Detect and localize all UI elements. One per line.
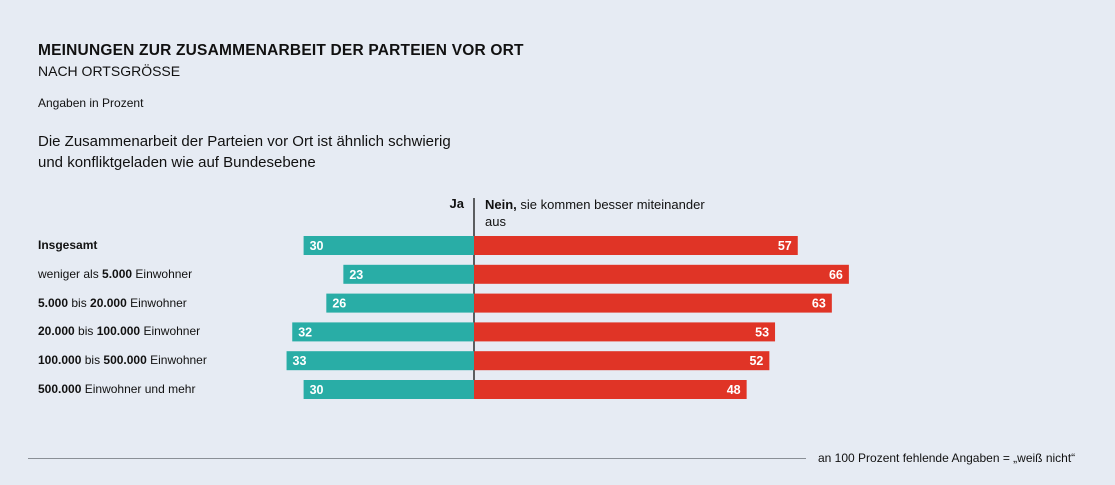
category-label-part: bis bbox=[68, 295, 91, 310]
category-label-part: 20.000 bbox=[38, 324, 75, 339]
chart-subtitle: NACH ORTSGRÖSSE bbox=[38, 63, 181, 79]
category-label: 100.000 bis 500.000 Einwohner bbox=[38, 353, 207, 367]
bar-ja bbox=[286, 351, 474, 371]
value-label-nein: 48 bbox=[727, 383, 741, 397]
category-label-part: Einwohner bbox=[132, 266, 193, 281]
value-label-ja: 32 bbox=[298, 325, 312, 339]
value-label-ja: 30 bbox=[310, 239, 324, 253]
bar-nein bbox=[474, 264, 849, 284]
value-label-ja: 30 bbox=[310, 383, 324, 397]
value-label-ja: 23 bbox=[349, 268, 363, 282]
value-label-ja: 33 bbox=[293, 354, 307, 368]
footer-divider bbox=[28, 458, 806, 459]
category-label-part: 100.000 bbox=[96, 324, 141, 339]
bar-ja bbox=[303, 380, 474, 399]
value-label-nein: 57 bbox=[778, 239, 792, 253]
category-label-part: 20.000 bbox=[90, 295, 127, 310]
category-label: 20.000 bis 100.000 Einwohner bbox=[38, 324, 200, 338]
value-label-nein: 52 bbox=[749, 354, 763, 368]
category-label-part: Einwohner bbox=[146, 353, 207, 368]
bar-nein bbox=[474, 322, 776, 342]
category-label-part: 5.000 bbox=[102, 266, 133, 281]
category-label-part: Insgesamt bbox=[38, 238, 98, 252]
category-label-part: 500.000 bbox=[103, 353, 147, 368]
category-label-part: Einwohner und mehr bbox=[81, 382, 196, 396]
category-label-part: bis bbox=[81, 353, 104, 368]
category-label-part: 5.000 bbox=[38, 295, 69, 310]
bar-nein bbox=[474, 236, 798, 255]
category-label-part: weniger als bbox=[38, 266, 103, 281]
value-label-ja: 26 bbox=[332, 297, 346, 311]
category-label: 5.000 bis 20.000 Einwohner bbox=[38, 296, 187, 310]
unit-note: Angaben in Prozent bbox=[38, 96, 144, 110]
legend-nein: Nein, sie kommen besser miteinander aus bbox=[485, 196, 705, 230]
bar-nein bbox=[474, 293, 832, 313]
category-label-part: Einwohner bbox=[126, 295, 187, 310]
legend-nein-bold: Nein, bbox=[485, 197, 517, 212]
legend-nein-rest: sie kommen besser miteinander aus bbox=[485, 197, 705, 229]
category-label-part: 100.000 bbox=[38, 353, 82, 368]
category-label-part: bis bbox=[74, 324, 97, 339]
value-label-nein: 63 bbox=[812, 297, 826, 311]
bar-ja bbox=[326, 293, 474, 313]
category-label-part: Einwohner bbox=[140, 324, 201, 339]
bar-nein bbox=[474, 351, 770, 371]
category-label: weniger als 5.000 Einwohner bbox=[38, 267, 192, 281]
footnote: an 100 Prozent fehlende Angaben = „weiß … bbox=[818, 451, 1076, 465]
bar-ja bbox=[303, 236, 474, 255]
bar-ja bbox=[292, 322, 474, 342]
bar-nein bbox=[474, 380, 747, 399]
survey-question: Die Zusammenarbeit der Parteien vor Ort … bbox=[38, 133, 451, 171]
category-label: 500.000 Einwohner und mehr bbox=[38, 382, 195, 396]
value-label-nein: 66 bbox=[829, 268, 843, 282]
value-label-nein: 53 bbox=[755, 325, 769, 339]
category-label: Insgesamt bbox=[38, 238, 97, 252]
bar-ja bbox=[343, 264, 474, 284]
category-label-part: 500.000 bbox=[38, 382, 82, 396]
legend-ja: Ja bbox=[449, 196, 464, 211]
chart-title: MEINUNGEN ZUR ZUSAMMENARBEIT DER PARTEIE… bbox=[38, 42, 524, 59]
